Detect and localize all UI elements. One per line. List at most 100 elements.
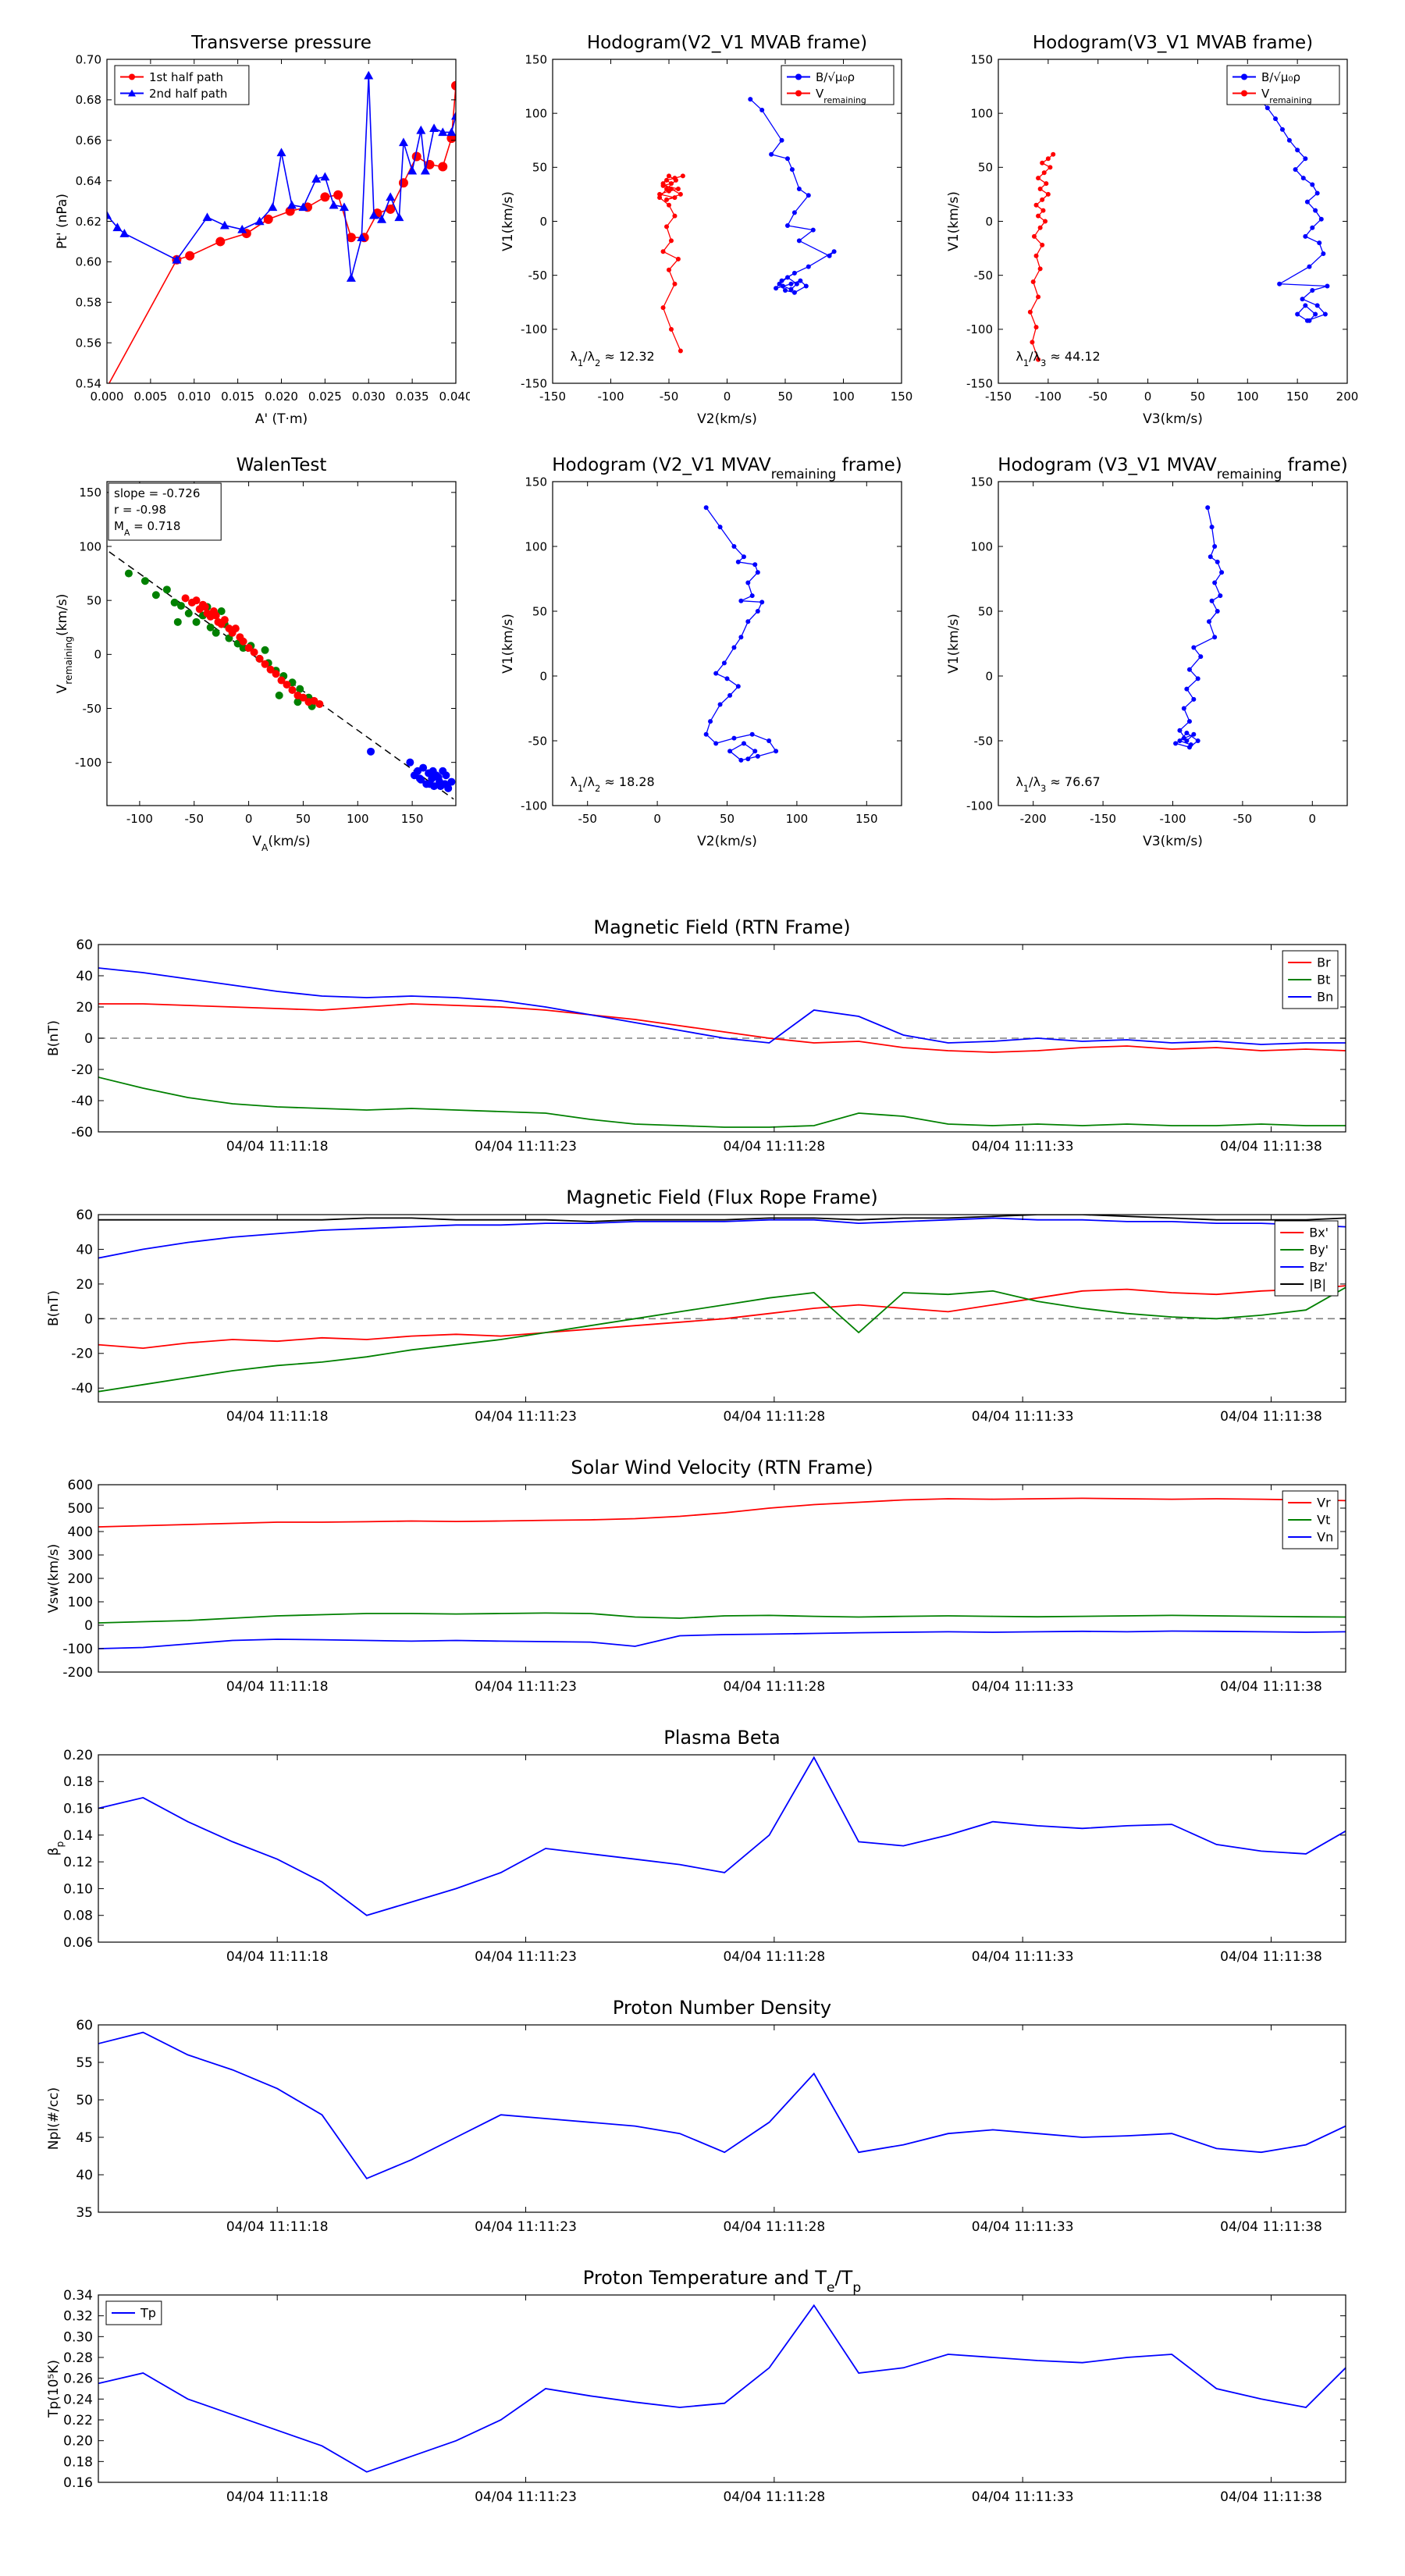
marker-dot [707, 719, 713, 724]
y-tick-label: 150 [970, 52, 993, 66]
y-tick-label: 60 [76, 938, 93, 953]
y-axis-label: Vremaining(km/s) [55, 594, 74, 694]
marker-dot [731, 544, 736, 549]
marker-dot [752, 562, 757, 568]
marker-dot [784, 275, 790, 280]
x-tick-label: 04/04 11:11:28 [723, 2219, 825, 2235]
marker-dot [1039, 160, 1044, 165]
marker-triangle [368, 210, 379, 219]
marker-triangle [346, 273, 356, 282]
series-bt [98, 1076, 1346, 1128]
marker-dot [366, 747, 375, 756]
x-tick-label: 04/04 11:11:28 [723, 1949, 825, 1965]
series-group [98, 2304, 1346, 2473]
marker-dot [731, 645, 736, 650]
legend: B/√μ₀ρ Vremaining [1226, 65, 1339, 105]
marker-dot [795, 90, 802, 97]
marker-dot [1314, 303, 1320, 308]
y-tick-label: 40 [76, 2168, 93, 2183]
x-tick-label: -50 [659, 390, 678, 404]
y-tick-label: 150 [970, 475, 993, 489]
y-tick-label: 100 [68, 1595, 93, 1610]
marker-dot [1206, 619, 1211, 624]
marker-dot [162, 585, 171, 594]
marker-dot [1272, 116, 1278, 122]
x-tick-label: -150 [1090, 812, 1116, 826]
marker-dot [282, 681, 290, 689]
y-tick-label: 40 [76, 1242, 93, 1258]
marker-dot [212, 611, 220, 620]
legend-label: |B| [1309, 1277, 1326, 1292]
y-tick-label: 20 [76, 1277, 93, 1293]
y-tick-label: 150 [525, 475, 547, 489]
marker-dot [810, 227, 816, 233]
marker-dot [1211, 544, 1217, 549]
x-tick-label: -100 [126, 812, 152, 826]
marker-dot [663, 224, 669, 229]
y-tick-label: 0 [84, 1311, 93, 1327]
x-tick-label: 04/04 11:11:33 [972, 1139, 1074, 1155]
x-tick-label: 0 [723, 390, 731, 404]
y-axis-label: Npl(#/cc) [47, 2087, 62, 2150]
stats-box: slope = -0.726 r = -0.98 MA = 0.718 [108, 482, 222, 541]
marker-dot [749, 731, 755, 737]
marker-dot [666, 202, 671, 208]
marker-dot [405, 758, 414, 767]
y-tick-label: 0 [539, 215, 547, 229]
y-tick-label: -200 [62, 1665, 93, 1681]
marker-dot [434, 774, 443, 782]
series-v-path [705, 507, 777, 761]
chart-title: Proton Temperature and Te/Tp [583, 2267, 861, 2296]
marker-dot [738, 598, 743, 603]
annotation: λ1/λ3 ≈ 76.67 [1016, 774, 1100, 794]
marker-dot [713, 741, 718, 746]
marker-dot [206, 623, 215, 632]
marker-dot [295, 685, 304, 693]
y-axis-label: Tp(10⁵K) [47, 2360, 62, 2418]
marker-dot [192, 617, 201, 626]
y-tick-label: 0.20 [63, 1748, 93, 1763]
marker-triangle [202, 212, 212, 222]
chart-vsw-rtn: 04/04 11:11:18 04/04 11:11:23 04/04 11:11:… [47, 1457, 1346, 1695]
marker-dot [1306, 318, 1311, 323]
marker-dot [666, 173, 671, 179]
marker-dot [1211, 635, 1217, 640]
marker-dot [741, 741, 746, 746]
marker-dot [788, 281, 793, 286]
marker-dot [1037, 225, 1043, 230]
x-tick-label: 04/04 11:11:23 [475, 1139, 577, 1155]
series-group [656, 97, 837, 354]
x-tick-label: 150 [855, 812, 877, 826]
marker-dot [1037, 266, 1043, 272]
y-tick-label: 0.58 [75, 296, 101, 310]
marker-dot [660, 305, 666, 311]
x-tick-label: 0 [1144, 390, 1151, 404]
x-tick-label: 04/04 11:11:33 [972, 2489, 1074, 2505]
y-tick-label: 100 [525, 106, 547, 120]
y-axis-label: V1(km/s) [500, 191, 516, 251]
y-tick-label: 20 [76, 1000, 93, 1016]
marker-dot [1211, 580, 1217, 585]
y-tick-label: 50 [977, 161, 992, 175]
x-tick-label: 0.010 [177, 390, 211, 404]
x-tick-label: 04/04 11:11:28 [723, 1409, 825, 1425]
y-tick-label: -50 [973, 734, 993, 748]
y-tick-label: 0.20 [63, 2434, 93, 2450]
marker-dot [1294, 148, 1300, 153]
axes-border [98, 1214, 1346, 1403]
marker-dot [261, 646, 269, 654]
marker-dot [759, 600, 764, 605]
marker-dot [721, 660, 727, 666]
x-tick-label: 04/04 11:11:33 [972, 1679, 1074, 1695]
x-tick-label: 0.040 [439, 390, 469, 404]
marker-dot [727, 692, 732, 698]
legend-label: Bx' [1309, 1226, 1329, 1240]
series-bn [98, 967, 1346, 1045]
marker-triangle [363, 70, 373, 80]
x-tick-label: 0 [1308, 812, 1316, 826]
marker-dot [1188, 742, 1193, 747]
marker-dot [663, 177, 669, 183]
series-group [98, 2031, 1346, 2179]
marker-dot [1324, 283, 1329, 289]
x-tick-label: 04/04 11:11:33 [972, 1949, 1074, 1965]
